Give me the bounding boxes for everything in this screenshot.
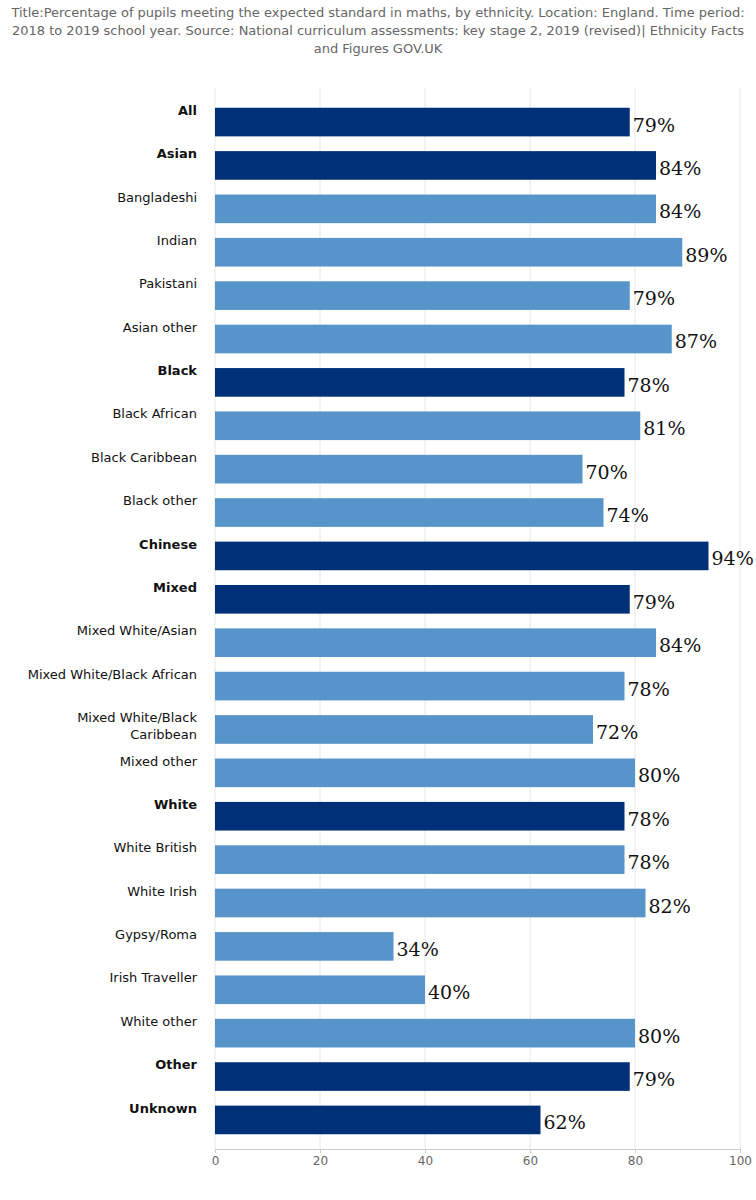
bar xyxy=(215,889,646,918)
data-label: 62% xyxy=(544,1111,586,1133)
data-label: 82% xyxy=(649,895,691,917)
chart: Title:Percentage of pupils meeting the e… xyxy=(0,0,756,1200)
bar xyxy=(215,672,625,701)
data-label: 78% xyxy=(628,678,670,700)
tick-mark xyxy=(320,1149,321,1153)
bar xyxy=(215,845,625,874)
bar xyxy=(215,542,709,571)
data-label: 84% xyxy=(659,157,701,179)
tick-label: 20 xyxy=(313,1154,328,1168)
data-label: 78% xyxy=(628,374,670,396)
tick: 60 xyxy=(523,1149,538,1168)
data-label: 79% xyxy=(633,1068,675,1090)
category-label: Unknown xyxy=(129,1101,197,1116)
category-label: Pakistani xyxy=(139,276,197,291)
category-label: White Irish xyxy=(127,884,197,899)
bar xyxy=(215,281,630,310)
tick-label: 80 xyxy=(628,1154,643,1168)
bar xyxy=(215,498,604,527)
category-label: White British xyxy=(113,840,197,855)
data-label: 72% xyxy=(596,721,638,743)
data-label: 80% xyxy=(638,764,680,786)
category-label: Mixed other xyxy=(120,754,198,769)
category-label: Chinese xyxy=(139,537,197,552)
tick-label: 60 xyxy=(523,1154,538,1168)
data-label: 40% xyxy=(428,981,470,1003)
category-label: Irish Traveller xyxy=(109,970,197,985)
category-label: Black African xyxy=(112,406,197,421)
data-label: 79% xyxy=(633,287,675,309)
chart-title: Title:Percentage of pupils meeting the e… xyxy=(10,5,744,56)
bars xyxy=(215,108,709,1134)
bar xyxy=(215,195,656,224)
bar xyxy=(215,932,394,961)
bar xyxy=(215,1019,635,1048)
bar xyxy=(215,802,625,831)
tick-label: 100 xyxy=(729,1154,752,1168)
category-label: Black xyxy=(158,363,198,378)
bar xyxy=(215,759,635,788)
category-label: Mixed White/BlackCaribbean xyxy=(77,710,197,742)
grid xyxy=(215,88,740,1149)
tick-label: 0 xyxy=(212,1154,220,1168)
bar xyxy=(215,628,656,657)
data-label: 78% xyxy=(628,808,670,830)
data-label: 70% xyxy=(586,461,628,483)
data-label: 81% xyxy=(643,417,685,439)
bar xyxy=(215,411,640,440)
data-label: 79% xyxy=(633,591,675,613)
data-label: 89% xyxy=(685,244,727,266)
category-label: Mixed xyxy=(153,580,197,595)
category-label: Mixed White/Asian xyxy=(77,623,197,638)
category-label: White xyxy=(154,797,197,812)
bar xyxy=(215,1106,541,1135)
grid-line xyxy=(740,88,741,1149)
category-labels: All Asian Bangladeshi Indian Pakistani Asian … xyxy=(28,103,198,1116)
tick-mark xyxy=(215,1149,216,1153)
bar xyxy=(215,151,656,180)
category-label: Asian other xyxy=(123,320,198,335)
category-label: Mixed White/Black African xyxy=(28,667,197,682)
category-label: Indian xyxy=(157,233,197,248)
data-label: 87% xyxy=(675,330,717,352)
tick: 20 xyxy=(313,1149,328,1168)
data-label: 84% xyxy=(659,634,701,656)
category-label: Gypsy/Roma xyxy=(115,927,197,942)
axis-line xyxy=(216,1150,741,1154)
data-label: 84% xyxy=(659,200,701,222)
category-label: Black other xyxy=(123,493,198,508)
tick-mark xyxy=(425,1149,426,1153)
tick: 0 xyxy=(212,1149,220,1168)
bar xyxy=(215,325,672,354)
bar xyxy=(215,108,630,137)
bar xyxy=(215,238,682,267)
tick-mark xyxy=(635,1149,636,1153)
tick: 80 xyxy=(628,1149,643,1168)
category-label: Other xyxy=(155,1057,197,1072)
data-label: 79% xyxy=(633,114,675,136)
bar xyxy=(215,1062,630,1091)
bar xyxy=(215,455,583,484)
bar xyxy=(215,975,425,1004)
category-label: Asian xyxy=(157,146,197,161)
tick-mark xyxy=(530,1149,531,1153)
data-label: 78% xyxy=(628,851,670,873)
data-label: 74% xyxy=(607,504,649,526)
tick: 40 xyxy=(418,1149,433,1168)
category-label: White other xyxy=(120,1014,197,1029)
category-label: All xyxy=(178,103,197,118)
data-labels: 79%84%84%89%79%87%78%81%70%74%94%79%84%7… xyxy=(397,114,754,1134)
tick-mark xyxy=(740,1149,741,1153)
tick: 100 xyxy=(729,1149,752,1168)
bar xyxy=(215,585,630,614)
x-axis: 0 20 40 60 80 100 xyxy=(212,1149,752,1168)
tick-label: 40 xyxy=(418,1154,433,1168)
data-label: 94% xyxy=(712,547,754,569)
bar xyxy=(215,368,625,397)
data-label: 80% xyxy=(638,1025,680,1047)
bar xyxy=(215,715,593,744)
category-label: Black Caribbean xyxy=(91,450,197,465)
category-label: Bangladeshi xyxy=(117,190,197,205)
data-label: 34% xyxy=(397,938,439,960)
